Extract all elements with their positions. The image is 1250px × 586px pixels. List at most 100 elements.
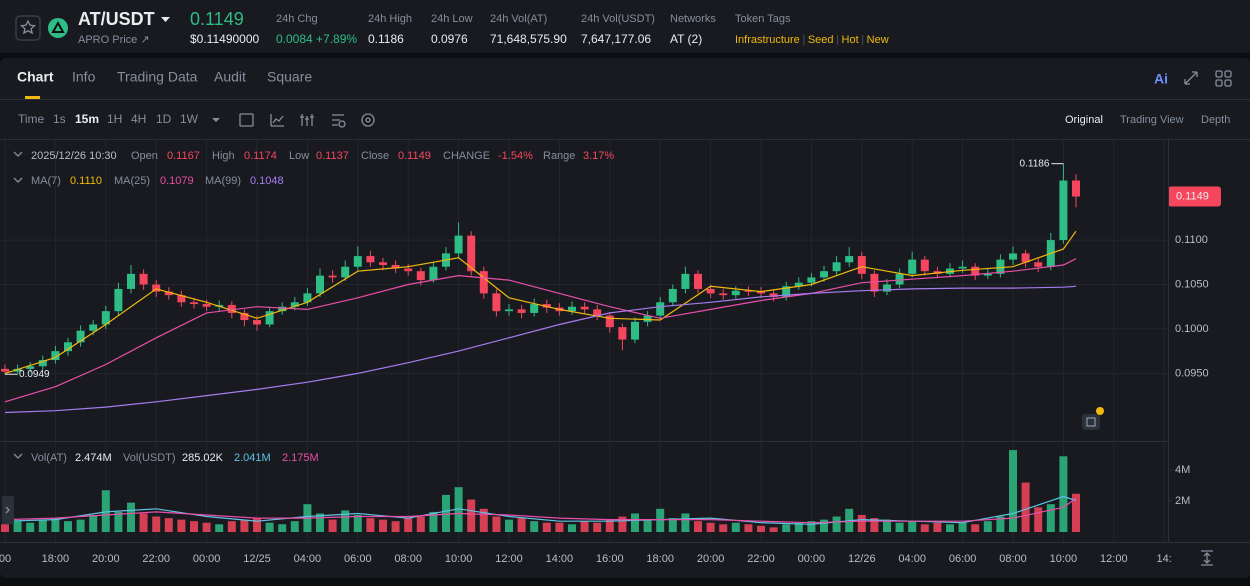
- view[interactable]: Trading View: [1120, 114, 1184, 126]
- candle-type-button[interactable]: [300, 114, 314, 126]
- candle-body: [1072, 180, 1080, 197]
- stat-label: 24h Vol(USDT): [581, 13, 655, 25]
- plot: 0.0950 0.1000 0.1050 0.1100 00 18:00 20:00 22:0…: [0, 140, 1221, 565]
- candle-body: [152, 284, 161, 292]
- token-tag[interactable]: Infrastructure: [735, 34, 800, 46]
- interval[interactable]: 1H: [107, 112, 122, 126]
- ma-name: MA(7): [31, 175, 61, 187]
- note-button[interactable]: [1082, 414, 1100, 430]
- y-tick-label: 0.1100: [1175, 234, 1208, 246]
- volume-bar: [328, 519, 337, 532]
- token-tag[interactable]: New: [867, 34, 889, 46]
- collapse-button[interactable]: [2, 496, 14, 524]
- volume-bar: [190, 521, 198, 532]
- x-tick-label: 12/26: [848, 553, 876, 565]
- layout-icon: [1215, 79, 1223, 87]
- more-icon: [365, 117, 371, 123]
- x-tick-label: 06:00: [949, 553, 977, 565]
- candle-body: [114, 288, 123, 312]
- candle-body: [593, 309, 602, 316]
- volume-bar: [946, 524, 954, 532]
- ai-button[interactable]: Ai: [1154, 71, 1168, 87]
- tab[interactable]: Info: [72, 69, 96, 85]
- fit-button[interactable]: [1201, 550, 1213, 566]
- stat-value: 7,647,177.06: [581, 32, 651, 46]
- candle-body: [618, 327, 627, 340]
- candle-body: [870, 273, 879, 292]
- view[interactable]: Depth: [1201, 114, 1230, 126]
- volume-bar: [681, 513, 690, 532]
- volume-bar: [908, 521, 917, 532]
- interval[interactable]: Time: [18, 112, 45, 126]
- interval[interactable]: 1s: [53, 112, 66, 126]
- volume-bar: [479, 508, 488, 532]
- candle-body: [341, 266, 350, 278]
- extreme-label: 0.1186: [1020, 158, 1050, 169]
- x-tick-label: 20:00: [92, 553, 120, 565]
- expand-button[interactable]: [1184, 71, 1198, 85]
- interval-dropdown[interactable]: [212, 118, 220, 122]
- stat-label: 24h Vol(AT): [490, 13, 547, 25]
- ma-value: 0.1048: [250, 175, 284, 187]
- note-icon: [1086, 417, 1096, 427]
- legend-toggle[interactable]: [13, 151, 23, 157]
- legend-value: -1.54%: [498, 150, 533, 162]
- volume-bar: [1034, 507, 1043, 532]
- token-tag[interactable]: Seed: [808, 34, 834, 46]
- volume-bar: [631, 513, 639, 532]
- candle-body: [240, 312, 249, 321]
- candle-body: [303, 293, 312, 303]
- volume-bar: [933, 522, 942, 532]
- more-button[interactable]: [361, 113, 375, 127]
- x-tick-label: 14:: [1157, 553, 1172, 565]
- calendar-button[interactable]: [239, 113, 254, 127]
- candle-body: [505, 309, 513, 312]
- interval[interactable]: 1W: [180, 112, 199, 126]
- token-tag[interactable]: Hot: [842, 34, 859, 46]
- x-tick-label: 10:00: [445, 553, 473, 565]
- volume-bar: [996, 516, 1005, 532]
- volume-bar: [253, 518, 261, 532]
- candle-body: [719, 293, 728, 296]
- candle-body: [694, 273, 702, 289]
- candle-body: [857, 256, 866, 274]
- volume-bar: [782, 524, 791, 532]
- x-tick-label: 22:00: [142, 553, 170, 565]
- volume-bar: [530, 521, 539, 532]
- volume-tick-label: 2M: [1175, 495, 1190, 507]
- settings-button[interactable]: [332, 114, 344, 126]
- view[interactable]: Original: [1065, 114, 1103, 126]
- layout-button[interactable]: [1215, 70, 1232, 87]
- volume-bar: [353, 515, 362, 532]
- stat-label: 24h High: [368, 13, 412, 25]
- volume-bar: [580, 521, 589, 532]
- last-price-tag: [1168, 186, 1221, 207]
- candle-body: [278, 306, 287, 312]
- x-tick-label: 12/25: [243, 553, 271, 565]
- layout-icon: [1224, 79, 1232, 87]
- volume-bar: [542, 522, 551, 532]
- pair-name[interactable]: AT/USDT: [78, 9, 155, 29]
- pair-dropdown[interactable]: [161, 17, 170, 22]
- stat-value: 0.1186: [368, 32, 404, 46]
- favorite-button[interactable]: [15, 15, 41, 41]
- volume-ma-line: [4, 497, 1077, 524]
- indicator-button[interactable]: [270, 114, 284, 127]
- tab[interactable]: Square: [267, 69, 312, 85]
- vol-toggle[interactable]: [13, 453, 23, 459]
- stat-label: Networks: [670, 13, 716, 25]
- ma-toggle[interactable]: [13, 177, 23, 183]
- interval[interactable]: 4H: [131, 112, 146, 126]
- candle-body: [958, 266, 967, 269]
- price-link[interactable]: APRO Price ↗: [78, 34, 150, 46]
- tab[interactable]: Chart: [17, 69, 54, 85]
- candle-body: [190, 302, 198, 305]
- tab[interactable]: Audit: [214, 69, 246, 85]
- ma-name: MA(99): [205, 175, 241, 187]
- volume-bar: [618, 516, 627, 532]
- candle-body: [757, 291, 765, 294]
- tab[interactable]: Trading Data: [117, 69, 198, 85]
- interval[interactable]: 15m: [75, 112, 99, 126]
- candle-body: [51, 351, 60, 361]
- interval[interactable]: 1D: [156, 112, 172, 126]
